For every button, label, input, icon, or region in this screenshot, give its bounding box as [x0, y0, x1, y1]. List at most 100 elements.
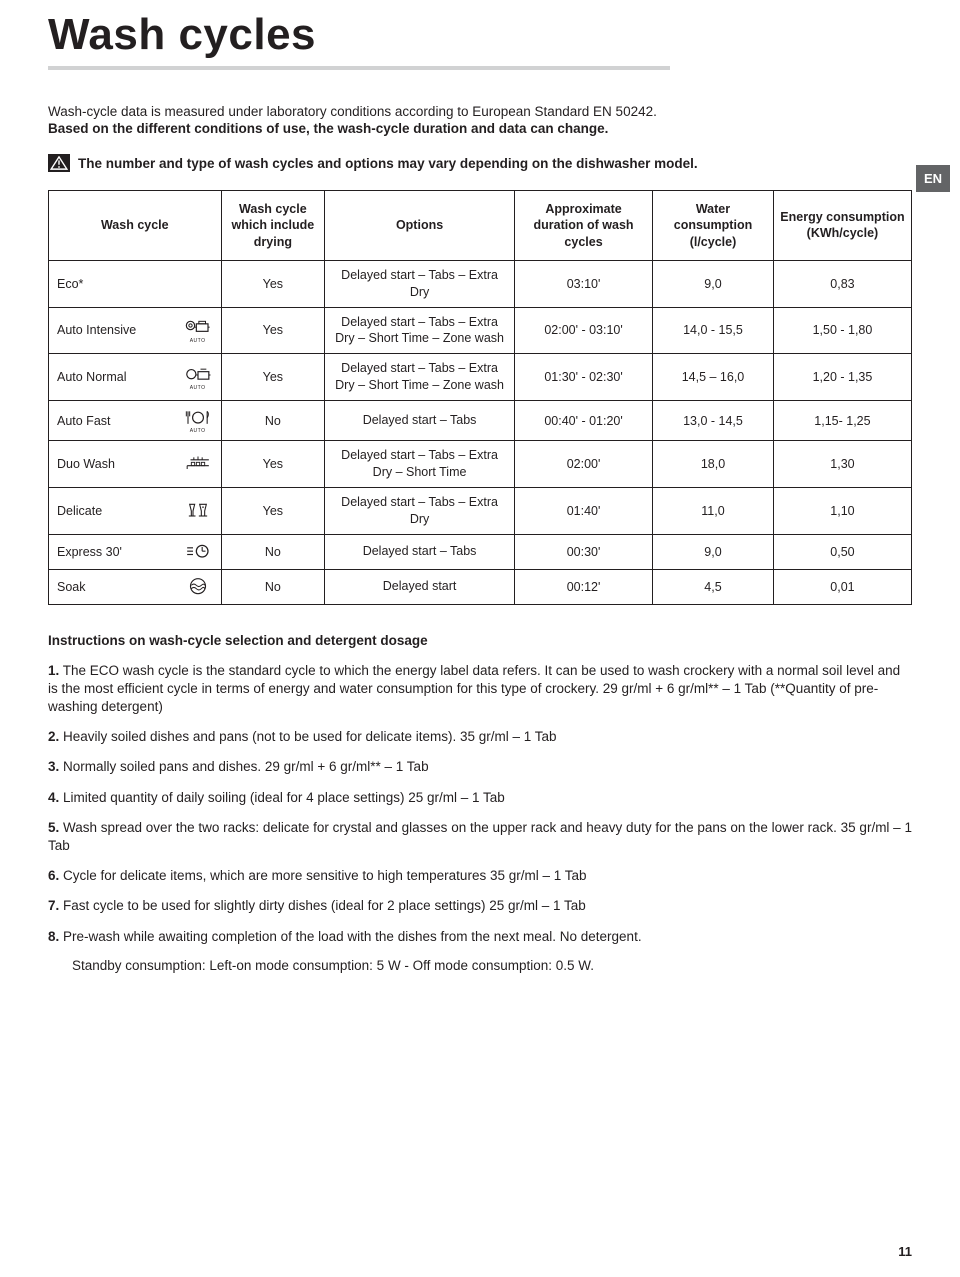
cell-options: Delayed start – Tabs – Extra Dry – Short… [325, 441, 515, 488]
cell-energy: 1,50 - 1,80 [773, 307, 911, 354]
cell-duration: 01:30' - 02:30' [515, 354, 653, 401]
instruction-number: 2. [48, 729, 59, 744]
cell-drying: Yes [221, 441, 325, 488]
cycle-name-label: Express 30' [57, 545, 122, 559]
cell-duration: 01:40' [515, 487, 653, 534]
instruction-text: Wash spread over the two racks: delicate… [48, 820, 912, 853]
cell-options: Delayed start [325, 569, 515, 604]
auto-label: AUTO [190, 385, 206, 391]
instruction-text: Heavily soiled dishes and pans (not to b… [59, 729, 556, 744]
glasses-icon [183, 500, 213, 522]
th-water: Water consumption (l/cycle) [653, 191, 774, 261]
cell-energy: 1,20 - 1,35 [773, 354, 911, 401]
cell-options: Delayed start – Tabs [325, 401, 515, 441]
cell-name: Auto Intensive AUTO [49, 307, 222, 354]
cycle-name-label: Delicate [57, 504, 102, 518]
cycle-name-label: Duo Wash [57, 457, 115, 471]
cell-duration: 03:10' [515, 260, 653, 307]
cell-drying: Yes [221, 307, 325, 354]
cell-water: 11,0 [653, 487, 774, 534]
table-row: Auto Fast AUTONoDelayed start – Tabs00:4… [49, 401, 912, 441]
cycle-name-label: Auto Fast [57, 414, 111, 428]
cell-drying: No [221, 534, 325, 569]
cycle-name-label: Eco* [57, 277, 83, 291]
cell-drying: Yes [221, 487, 325, 534]
cell-name: Eco* [49, 260, 222, 307]
intro-line-1: Wash-cycle data is measured under labora… [48, 104, 912, 119]
cell-drying: No [221, 401, 325, 441]
instruction-number: 6. [48, 868, 59, 883]
cell-name: Soak [49, 569, 222, 604]
page: Wash cycles EN Wash-cycle data is measur… [0, 0, 960, 1277]
instructions-heading: Instructions on wash-cycle selection and… [48, 633, 912, 648]
table-row: Eco*YesDelayed start – Tabs – Extra Dry0… [49, 260, 912, 307]
cell-drying: Yes [221, 354, 325, 401]
cell-water: 14,0 - 15,5 [653, 307, 774, 354]
instruction-text: Limited quantity of daily soiling (ideal… [59, 790, 505, 805]
cell-name: Duo Wash [49, 441, 222, 488]
standby-note: Standby consumption: Left-on mode consum… [72, 958, 912, 973]
cell-name: Auto Fast AUTO [49, 401, 222, 441]
cell-name: Delicate [49, 487, 222, 534]
pot-icon [183, 364, 213, 386]
table-row: Auto Intensive AUTOYesDelayed start – Ta… [49, 307, 912, 354]
cell-options: Delayed start – Tabs – Extra Dry – Short… [325, 354, 515, 401]
cell-water: 14,5 – 16,0 [653, 354, 774, 401]
cell-energy: 1,10 [773, 487, 911, 534]
cell-water: 9,0 [653, 260, 774, 307]
page-number: 11 [898, 1244, 912, 1259]
soak-icon [183, 576, 213, 598]
cell-name: Auto Normal AUTO [49, 354, 222, 401]
instruction-item: 8. Pre-wash while awaiting completion of… [48, 928, 912, 946]
warning-row: The number and type of wash cycles and o… [48, 154, 912, 172]
auto-label: AUTO [190, 338, 206, 344]
cycle-name-label: Auto Normal [57, 370, 126, 384]
table-row: Delicate YesDelayed start – Tabs – Extra… [49, 487, 912, 534]
instruction-item: 4. Limited quantity of daily soiling (id… [48, 789, 912, 807]
instruction-text: The ECO wash cycle is the standard cycle… [48, 663, 900, 714]
express-icon [183, 541, 213, 563]
instruction-item: 7. Fast cycle to be used for slightly di… [48, 897, 912, 915]
instruction-text: Fast cycle to be used for slightly dirty… [59, 898, 586, 913]
cycle-name-label: Soak [57, 580, 86, 594]
language-badge: EN [916, 165, 950, 192]
pot-heavy-icon [183, 317, 213, 339]
cell-options: Delayed start – Tabs – Extra Dry [325, 487, 515, 534]
page-title: Wash cycles [48, 10, 912, 60]
cutlery-plate-icon [183, 407, 213, 429]
wash-cycles-table: Wash cycle Wash cycle which include dryi… [48, 190, 912, 605]
cell-water: 18,0 [653, 441, 774, 488]
auto-label: AUTO [190, 428, 206, 434]
cell-options: Delayed start – Tabs [325, 534, 515, 569]
cell-options: Delayed start – Tabs – Extra Dry – Short… [325, 307, 515, 354]
instruction-number: 3. [48, 759, 59, 774]
cell-energy: 1,30 [773, 441, 911, 488]
warning-text: The number and type of wash cycles and o… [78, 156, 698, 171]
instruction-item: 1. The ECO wash cycle is the standard cy… [48, 662, 912, 717]
instruction-text: Normally soiled pans and dishes. 29 gr/m… [59, 759, 428, 774]
cell-energy: 0,50 [773, 534, 911, 569]
cell-duration: 00:40' - 01:20' [515, 401, 653, 441]
intro-line-2: Based on the different conditions of use… [48, 121, 912, 136]
th-name: Wash cycle [49, 191, 222, 261]
cell-energy: 0,01 [773, 569, 911, 604]
cell-name: Express 30' [49, 534, 222, 569]
cell-duration: 02:00' - 03:10' [515, 307, 653, 354]
instruction-number: 1. [48, 663, 59, 678]
cell-options: Delayed start – Tabs – Extra Dry [325, 260, 515, 307]
cell-drying: No [221, 569, 325, 604]
th-duration: Approximate duration of wash cycles [515, 191, 653, 261]
cell-duration: 02:00' [515, 441, 653, 488]
cell-water: 4,5 [653, 569, 774, 604]
cell-duration: 00:30' [515, 534, 653, 569]
table-row: Soak NoDelayed start00:12'4,50,01 [49, 569, 912, 604]
cycle-name-label: Auto Intensive [57, 323, 136, 337]
cell-water: 13,0 - 14,5 [653, 401, 774, 441]
cell-water: 9,0 [653, 534, 774, 569]
instruction-item: 6. Cycle for delicate items, which are m… [48, 867, 912, 885]
table-row: Auto Normal AUTOYesDelayed start – Tabs … [49, 354, 912, 401]
th-options: Options [325, 191, 515, 261]
title-rule [48, 66, 670, 70]
instruction-item: 2. Heavily soiled dishes and pans (not t… [48, 728, 912, 746]
instruction-text: Cycle for delicate items, which are more… [59, 868, 586, 883]
